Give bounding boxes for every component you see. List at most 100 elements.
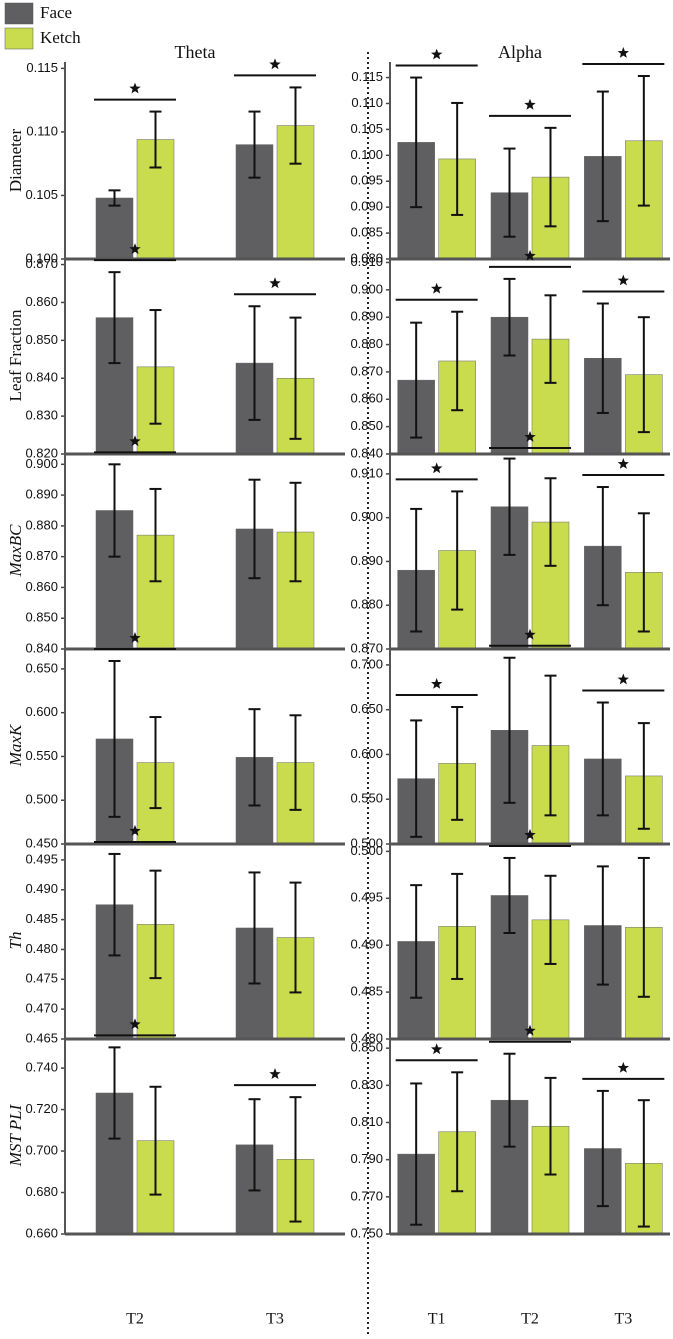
y-tick-label: 0.115 (351, 69, 383, 84)
y-tick-label: 0.490 (25, 881, 58, 896)
y-tick-label: 0.490 (350, 937, 383, 952)
y-tick-label: 0.700 (350, 656, 383, 671)
legend-swatch (4, 27, 34, 50)
y-tick-label: 0.680 (25, 1184, 58, 1199)
y-tick-label: 0.880 (350, 336, 383, 351)
significance-star (129, 1018, 141, 1030)
y-tick-label: 0.650 (350, 701, 383, 716)
y-tick-label: 0.910 (350, 465, 383, 480)
y-tick-label: 0.500 (25, 792, 58, 807)
y-tick-label: 0.500 (350, 835, 383, 850)
significance-star (617, 673, 629, 685)
y-tick-label: 0.870 (350, 363, 383, 378)
significance-star (524, 249, 536, 261)
bar (490, 895, 529, 1040)
significance-star (129, 82, 141, 94)
y-tick-label: 0.090 (350, 199, 383, 214)
y-tick-label: 0.740 (25, 1060, 58, 1075)
y-tick-label: 0.870 (350, 640, 383, 655)
significance-star (269, 58, 281, 70)
significance-star (524, 828, 536, 840)
significance-star (617, 1061, 629, 1073)
y-tick-label: 0.820 (25, 445, 58, 460)
significance-star (431, 48, 443, 60)
significance-star (431, 678, 443, 689)
y-tick-label: 0.860 (25, 294, 58, 309)
y-axis-label: Leaf Fraction (6, 309, 25, 402)
y-tick-label: 0.480 (25, 941, 58, 956)
significance-star (617, 274, 629, 286)
x-tick-label: T2 (521, 1311, 539, 1328)
y-tick-label: 0.830 (25, 408, 58, 423)
y-tick-label: 0.115 (26, 60, 58, 75)
y-tick-label: 0.850 (350, 1040, 383, 1055)
y-tick-label: 0.750 (350, 1225, 383, 1240)
y-tick-label: 0.870 (25, 256, 58, 271)
y-tick-label: 0.850 (25, 332, 58, 347)
y-tick-label: 0.660 (25, 1225, 58, 1240)
significance-star (524, 1024, 536, 1036)
significance-star (431, 282, 443, 294)
y-tick-label: 0.770 (350, 1188, 383, 1203)
y-tick-label: 0.900 (350, 281, 383, 296)
y-tick-label: 0.550 (350, 791, 383, 806)
y-tick-label: 0.100 (350, 147, 383, 162)
significance-star (269, 277, 281, 289)
y-tick-label: 0.900 (25, 456, 58, 471)
column-title: Alpha (498, 42, 542, 62)
y-tick-label: 0.600 (25, 704, 58, 719)
y-tick-label: 0.850 (25, 610, 58, 625)
significance-star (524, 628, 536, 640)
significance-star (617, 47, 629, 58)
x-tick-label: T3 (614, 1311, 632, 1328)
y-tick-label: 0.470 (25, 1001, 58, 1016)
y-tick-label: 0.080 (350, 250, 383, 265)
y-tick-label: 0.485 (350, 984, 383, 999)
y-tick-label: 0.910 (350, 254, 383, 269)
y-axis-label: MST PLI (6, 1103, 25, 1167)
y-tick-label: 0.105 (25, 187, 58, 202)
y-tick-label: 0.720 (25, 1101, 58, 1116)
y-tick-label: 0.095 (350, 173, 383, 188)
significance-star (524, 431, 536, 442)
y-tick-label: 0.890 (350, 309, 383, 324)
legend-swatch (4, 2, 34, 25)
significance-star (129, 243, 141, 254)
y-axis-label: Diameter (6, 129, 25, 193)
x-tick-label: T3 (266, 1311, 284, 1328)
y-axis-label: Th (6, 932, 25, 950)
y-tick-label: 0.085 (350, 225, 383, 240)
significance-star (129, 435, 141, 447)
y-axis-label: MaxBC (6, 524, 25, 578)
y-tick-label: 0.105 (350, 121, 383, 136)
bar (95, 197, 134, 260)
legend-label: Face (40, 3, 72, 22)
y-tick-label: 0.840 (25, 370, 58, 385)
y-tick-label: 0.110 (26, 123, 58, 138)
significance-star (524, 98, 536, 110)
y-tick-label: 0.550 (25, 748, 58, 763)
y-tick-label: 0.880 (350, 597, 383, 612)
column-title: Theta (175, 42, 216, 62)
y-tick-label: 0.600 (350, 746, 383, 761)
y-tick-label: 0.900 (350, 509, 383, 524)
y-tick-label: 0.850 (350, 418, 383, 433)
y-tick-label: 0.870 (25, 548, 58, 563)
y-tick-label: 0.110 (351, 95, 383, 110)
y-tick-label: 0.790 (350, 1151, 383, 1166)
legend-label: Ketch (40, 28, 81, 47)
y-tick-label: 0.100 (25, 250, 58, 265)
y-tick-label: 0.650 (25, 660, 58, 675)
significance-star (617, 458, 629, 469)
y-tick-label: 0.495 (350, 890, 383, 905)
significance-star (269, 1068, 281, 1079)
y-tick-label: 0.890 (25, 487, 58, 502)
y-axis-label: MaxK (6, 723, 25, 767)
y-tick-label: 0.860 (25, 579, 58, 594)
y-tick-label: 0.480 (350, 1030, 383, 1045)
y-tick-label: 0.840 (25, 640, 58, 655)
y-tick-label: 0.495 (25, 851, 58, 866)
y-tick-label: 0.810 (350, 1114, 383, 1129)
y-tick-label: 0.475 (25, 971, 58, 986)
